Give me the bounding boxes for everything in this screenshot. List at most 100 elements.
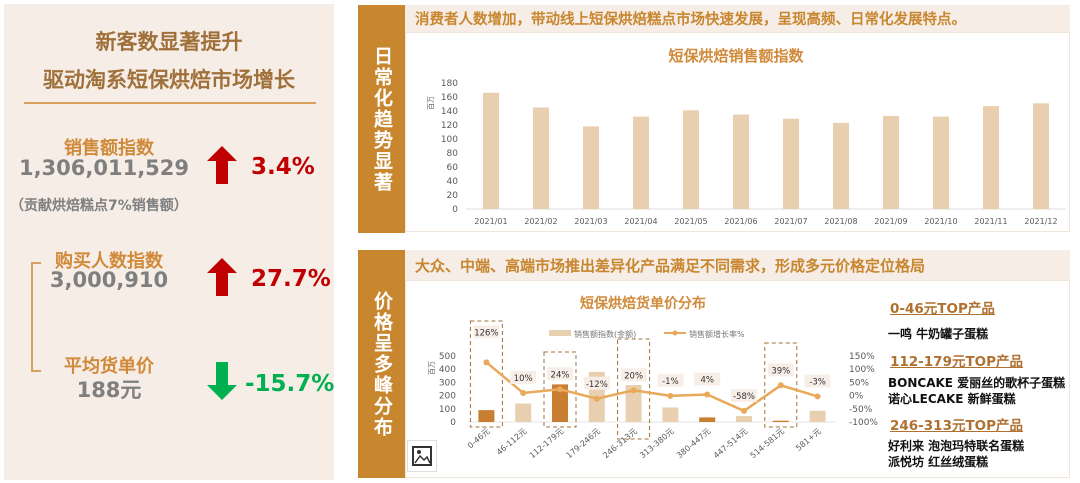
top-label-2: 246-313元TOP产品	[890, 418, 1024, 434]
bar	[783, 118, 799, 209]
growth-point	[520, 389, 527, 396]
y-tick: 0	[452, 205, 458, 215]
y-tick: 120	[441, 121, 458, 131]
image-icon[interactable]	[407, 440, 437, 472]
bar	[809, 410, 826, 422]
bar	[583, 126, 599, 209]
bar	[833, 122, 849, 209]
top-product: 派悦坊 红丝绒蛋糕	[888, 455, 989, 469]
y2-tick: 100%	[849, 365, 875, 375]
data-label: -12%	[586, 380, 608, 390]
data-label-bg	[694, 372, 721, 386]
legend-marker	[672, 330, 678, 336]
data-label: 24%	[551, 370, 570, 380]
bar	[1033, 103, 1049, 209]
x-tick: 2021/07	[774, 217, 807, 226]
data-label-bg	[767, 363, 794, 377]
y2-tick: -100%	[849, 418, 878, 428]
chart-title: 短保烘焙货单价分布	[580, 295, 706, 312]
y-tick: 100	[441, 135, 458, 145]
growth-point	[777, 382, 784, 389]
bracket-line	[31, 262, 41, 372]
bar	[633, 116, 649, 209]
y-tick: 0	[450, 418, 456, 428]
growth-point	[741, 407, 747, 414]
growth-point	[704, 391, 711, 398]
y-tick: 60	[447, 163, 459, 173]
y-tick: 40	[447, 177, 459, 187]
data-label-bg	[731, 388, 757, 402]
x-tick: 46-112元	[495, 427, 529, 457]
metric-label-sales: 销售额指数	[64, 138, 154, 159]
x-tick: 2021/03	[574, 217, 607, 226]
chart-panel-sales: 短保烘焙销售额指数 百万 0 20 40 60 80 100 120 140 160 180 2021/…	[405, 32, 1070, 232]
top-product: 一鸣 牛奶罐子蛋糕	[888, 327, 989, 341]
growth-point	[667, 392, 674, 399]
bar	[552, 384, 568, 422]
data-label-bg	[620, 368, 647, 382]
y2-tick: 0%	[849, 392, 864, 402]
legend-label: 销售额指数(金额)	[574, 329, 636, 339]
top-label-0: 0-46元TOP产品	[890, 301, 995, 317]
y-tick: 100	[439, 405, 456, 415]
data-label: -58%	[733, 392, 755, 402]
x-tick: 2021/11	[974, 217, 1007, 226]
y-tick: 160	[441, 93, 458, 103]
top-product: BONCAKE 爱丽丝的歌杯子蛋糕	[888, 376, 1066, 390]
bar	[662, 407, 679, 422]
bar	[772, 420, 789, 422]
x-tick: 2021/08	[824, 217, 857, 226]
legend-swatch-bar	[549, 330, 571, 336]
highlight-box	[617, 338, 651, 440]
x-tick: 112-179元	[528, 427, 566, 461]
bar	[733, 114, 749, 209]
y-tick: 20	[447, 191, 459, 201]
x-tick: 2021/12	[1024, 217, 1057, 226]
bar	[983, 106, 999, 209]
metric-label-buyers: 购买人数指数	[55, 251, 163, 272]
top-label-1: 112-179元TOP产品	[890, 354, 1024, 370]
metric-value-sales: 1,306,011,529	[18, 156, 190, 180]
bar	[483, 92, 499, 209]
highlight-box	[469, 320, 503, 428]
x-tick: 179-246元	[565, 427, 603, 461]
x-tick: 2021/06	[724, 217, 757, 226]
chart-title: 短保烘焙销售额指数	[668, 47, 804, 65]
y2-tick: -50%	[849, 405, 873, 415]
growth-point	[483, 359, 490, 366]
growth-point	[593, 395, 600, 402]
data-label: 126%	[474, 328, 498, 338]
y-tick: 500	[439, 352, 456, 362]
x-tick: 447-514元	[712, 427, 750, 461]
bar	[683, 110, 699, 209]
divider	[24, 102, 316, 104]
growth-point	[814, 393, 821, 400]
growth-point	[630, 387, 637, 394]
metric-change-price: -15.7%	[245, 371, 335, 397]
y2-tick: 150%	[849, 352, 875, 362]
x-tick: 2021/02	[524, 217, 557, 226]
x-tick: 2021/10	[924, 217, 957, 226]
data-label-bg	[510, 370, 537, 384]
metric-value-buyers: 3,000,910	[49, 268, 169, 292]
highlight-box	[764, 342, 798, 428]
bar	[736, 416, 752, 422]
metric-note-sales: （贡献烘焙糕点7%销售额）	[10, 198, 188, 214]
bar	[478, 410, 495, 422]
x-tick: 2021/05	[674, 217, 707, 226]
top-product: 诺心LECAKE 新鲜蛋糕	[888, 392, 1016, 406]
x-tick: 0-46元	[466, 427, 492, 451]
data-label: 4%	[700, 376, 714, 386]
y-tick: 400	[439, 365, 456, 375]
metric-value-price: 188元	[76, 378, 142, 402]
data-label: 39%	[771, 366, 790, 376]
y-axis-label: 百万	[427, 96, 435, 110]
data-label-bg	[804, 374, 831, 388]
x-tick: 2021/04	[624, 217, 657, 226]
chart-panel-price: 短保烘焙货单价分布 销售额指数(金额) 销售额增长率% 百万 0 100 200 300 400…	[405, 280, 1070, 478]
legend-label: 销售额增长率%	[689, 329, 745, 339]
top-product: 好利来 泡泡玛特联名蛋糕	[888, 439, 1025, 453]
data-label: 20%	[624, 371, 643, 381]
